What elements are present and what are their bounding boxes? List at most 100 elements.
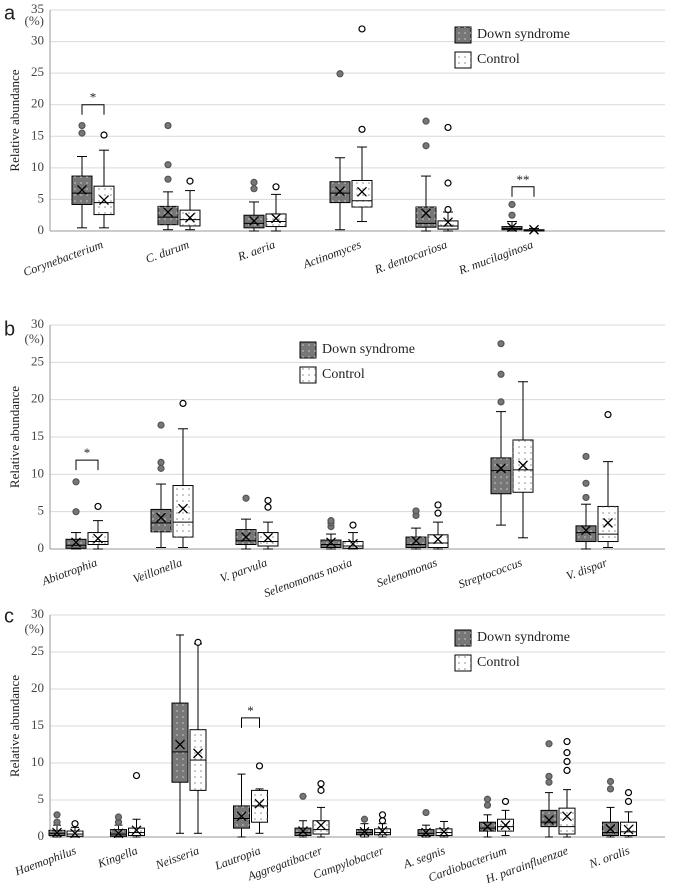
- x-tick-label: Neisseria: [153, 843, 201, 872]
- panel-label: b: [4, 318, 15, 340]
- outlier: [336, 70, 344, 78]
- box-texture: [416, 207, 436, 228]
- outlier: [242, 494, 250, 502]
- mean-marker: [71, 537, 81, 548]
- box-group: [523, 224, 545, 235]
- box-group: [351, 25, 373, 223]
- outlier: [422, 117, 430, 125]
- box-group: [312, 780, 330, 838]
- outlier: [264, 503, 272, 511]
- outlier: [434, 501, 442, 509]
- mean-marker: [411, 535, 421, 546]
- outlier: [164, 161, 172, 169]
- x-tick-label: R. dentocariosa: [372, 237, 449, 276]
- mean-marker: [357, 186, 367, 197]
- box-texture: [258, 532, 278, 547]
- mean-marker: [254, 798, 265, 809]
- legend-label: Down syndrome: [322, 342, 415, 357]
- significance-label: *: [90, 90, 97, 105]
- box-group: [620, 788, 637, 838]
- box-texture: [151, 509, 171, 532]
- box-group: [497, 797, 514, 837]
- y-tick-label: 25: [31, 643, 44, 658]
- box-group: [356, 815, 373, 838]
- y-axis-label: Relative abundance: [7, 386, 22, 488]
- outlier: [497, 398, 505, 406]
- unit-label: (%): [25, 13, 45, 28]
- outlier: [53, 811, 61, 819]
- outlier: [422, 142, 430, 150]
- mean-marker: [433, 534, 443, 545]
- mean-marker: [443, 217, 453, 228]
- outlier: [483, 801, 492, 809]
- box-group: [233, 773, 250, 838]
- outlier: [317, 780, 325, 788]
- box-group: [597, 411, 619, 549]
- outlier: [497, 370, 505, 378]
- mean-marker: [52, 827, 62, 838]
- mean-marker: [421, 827, 431, 838]
- y-tick-label: 20: [31, 680, 44, 695]
- box-group: [512, 381, 534, 539]
- outlier: [132, 771, 141, 780]
- outlier: [378, 811, 387, 819]
- outlier: [563, 757, 571, 766]
- outlier: [582, 452, 590, 461]
- box-group: [150, 421, 172, 549]
- mean-marker: [603, 517, 613, 528]
- mean-marker: [70, 828, 80, 839]
- box-texture: [428, 534, 448, 548]
- mean-marker: [348, 538, 358, 549]
- outlier: [317, 786, 325, 794]
- x-tick-label: Selenomonas noxia: [262, 555, 354, 600]
- box-group: [66, 820, 84, 839]
- mean-marker: [623, 824, 634, 835]
- outlier: [114, 813, 123, 821]
- outlier: [444, 205, 452, 214]
- box-group: [501, 200, 523, 233]
- y-tick-label: 25: [31, 353, 44, 368]
- outlier: [78, 121, 86, 130]
- box-group: [157, 121, 179, 231]
- x-tick-label: V. parvula: [218, 555, 269, 585]
- box-texture: [343, 541, 363, 549]
- x-tick-label: Veillonella: [131, 555, 184, 586]
- outlier: [434, 509, 442, 517]
- y-tick-label: 5: [38, 190, 45, 205]
- box-group: [320, 517, 342, 550]
- mean-marker: [377, 826, 388, 837]
- outlier: [563, 766, 571, 775]
- box-texture: [330, 181, 350, 203]
- box-group: [172, 399, 194, 549]
- x-tick-label: Kingella: [95, 843, 140, 871]
- mean-marker: [193, 748, 203, 759]
- mean-marker: [496, 463, 506, 474]
- outlier: [157, 458, 165, 466]
- box-group: [110, 813, 127, 839]
- y-tick-label: 15: [31, 717, 44, 732]
- y-tick-label: 5: [38, 503, 45, 518]
- box-texture: [66, 539, 86, 549]
- outlier: [264, 496, 272, 505]
- y-tick-label: 0: [38, 222, 45, 237]
- y-tick-label: 30: [31, 33, 44, 48]
- mean-marker: [581, 525, 591, 536]
- outlier: [624, 788, 633, 797]
- box-group: [602, 777, 619, 838]
- unit-label: (%): [25, 331, 45, 346]
- mean-marker: [178, 503, 188, 514]
- y-tick-label: 10: [31, 159, 44, 174]
- outlier: [327, 517, 335, 525]
- box-group: [243, 178, 265, 232]
- outlier: [412, 507, 420, 515]
- mean-marker: [93, 533, 103, 544]
- y-tick-label: 15: [31, 428, 44, 443]
- outlier: [378, 817, 387, 825]
- mean-marker: [175, 739, 185, 750]
- significance-label: *: [247, 703, 254, 718]
- outlier: [157, 421, 165, 429]
- significance-bracket: [241, 717, 260, 728]
- mean-marker: [326, 537, 336, 548]
- box-group: [435, 820, 453, 838]
- x-tick-label: R. aeria: [235, 237, 277, 264]
